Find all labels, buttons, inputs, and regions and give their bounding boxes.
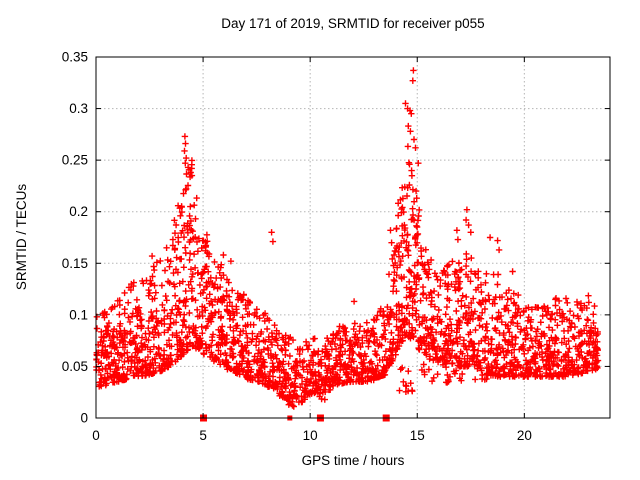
y-tick-label: 0.3 (69, 101, 88, 116)
y-tick-label: 0.25 (62, 153, 88, 168)
y-tick-label: 0.05 (62, 359, 88, 374)
y-tick-label: 0.2 (69, 204, 88, 219)
srmtid-points (93, 67, 602, 410)
x-tick-label: 15 (410, 428, 425, 443)
y-tick-label: 0 (80, 411, 88, 426)
data-points-layer (93, 67, 602, 422)
tick-labels-layer: 0 5 10 15 20 0 0.05 0.1 0.15 0.2 0.25 0.3 0.35 (62, 50, 532, 444)
y-axis-label: SRMTID / TECUs (14, 184, 29, 291)
y-tick-label: 0.15 (62, 256, 88, 271)
x-axis-label: GPS time / hours (302, 453, 405, 468)
chart-title: Day 171 of 2019, SRMTID for receiver p05… (221, 16, 484, 31)
axis-layer (95, 56, 611, 419)
x-tick-label: 10 (303, 428, 318, 443)
y-tick-label: 0.35 (62, 50, 88, 65)
grid-layer (96, 57, 610, 418)
x-tick-label: 20 (517, 428, 532, 443)
y-tick-label: 0.1 (69, 307, 88, 322)
plot-border (95, 56, 611, 419)
x-tick-label: 5 (199, 428, 207, 443)
x-tick-label: 0 (92, 428, 100, 443)
